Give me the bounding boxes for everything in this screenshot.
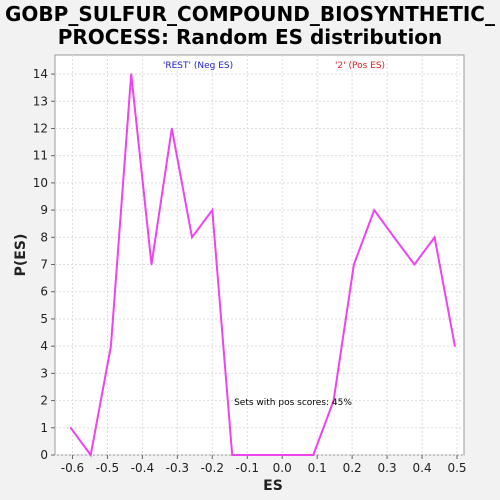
data-point xyxy=(373,209,375,211)
data-point xyxy=(130,73,133,75)
chart-title-line2: PROCESS: Random ES distribution xyxy=(58,25,443,49)
data-point xyxy=(271,454,274,456)
x-tick-label: -0.6 xyxy=(61,461,84,475)
data-point xyxy=(332,399,335,402)
y-tick-label: 11 xyxy=(33,149,48,163)
x-tick-label: 0.4 xyxy=(413,461,432,475)
x-tick-label: 0.1 xyxy=(308,461,327,475)
data-point xyxy=(170,127,173,130)
legend-pos-es: '2' (Pos ES) xyxy=(335,61,385,71)
plot-area xyxy=(54,54,465,456)
data-point xyxy=(312,454,315,456)
data-point xyxy=(353,263,355,266)
data-point xyxy=(69,426,72,429)
data-point xyxy=(211,209,214,211)
data-point xyxy=(150,263,153,266)
series-layer xyxy=(69,73,456,458)
chart-title-line1: GOBP_SULFUR_COMPOUND_BIOSYNTHETIC_ xyxy=(5,2,495,26)
data-point xyxy=(433,236,436,239)
grid xyxy=(55,55,464,456)
data-point xyxy=(393,236,395,239)
x-tick-label: -0.5 xyxy=(96,461,119,475)
data-point xyxy=(454,345,456,347)
data-point xyxy=(251,454,254,456)
x-tick-label: -0.3 xyxy=(166,461,189,475)
y-tick-label: 9 xyxy=(40,203,48,217)
data-point xyxy=(413,263,416,266)
y-tick-label: 12 xyxy=(33,121,48,135)
data-point xyxy=(231,454,234,456)
y-tick-label: 4 xyxy=(40,339,48,353)
y-tick-label: 2 xyxy=(40,394,48,408)
y-axis-label: P(ES) xyxy=(13,234,29,277)
x-tick-label: -0.2 xyxy=(201,461,224,475)
legend-neg-es: 'REST' (Neg ES) xyxy=(163,61,233,71)
y-tick-label: 5 xyxy=(40,312,48,326)
x-tick-label: -0.4 xyxy=(131,461,154,475)
x-tick-label: -0.1 xyxy=(236,461,259,475)
y-tick-label: 1 xyxy=(40,421,48,435)
x-tick-label: 0.2 xyxy=(343,461,362,475)
x-tick-label: 0.0 xyxy=(273,461,292,475)
data-point xyxy=(110,345,112,347)
x-tick-label: 0.5 xyxy=(447,461,466,475)
y-tick-label: 8 xyxy=(40,230,48,244)
x-axis-label: ES xyxy=(263,478,283,494)
y-tick-label: 7 xyxy=(40,258,48,272)
data-point xyxy=(292,454,294,456)
series-line xyxy=(69,73,456,458)
y-tick-label: 0 xyxy=(40,448,48,462)
x-tick-label: 0.3 xyxy=(378,461,397,475)
pos-scores-annotation: Sets with pos scores: 45% xyxy=(234,398,352,408)
y-tick-label: 14 xyxy=(33,67,48,81)
data-point xyxy=(89,454,92,456)
y-tick-label: 3 xyxy=(40,366,48,380)
y-tick-label: 13 xyxy=(33,94,48,108)
x-axis-ticks: -0.6 -0.5 -0.4 -0.3 -0.2 -0.1 0.0 0.1 0.2 0.3 0.4 0… xyxy=(61,455,467,475)
y-tick-label: 10 xyxy=(33,176,48,190)
data-point xyxy=(191,236,193,239)
y-tick-label: 6 xyxy=(40,285,48,299)
